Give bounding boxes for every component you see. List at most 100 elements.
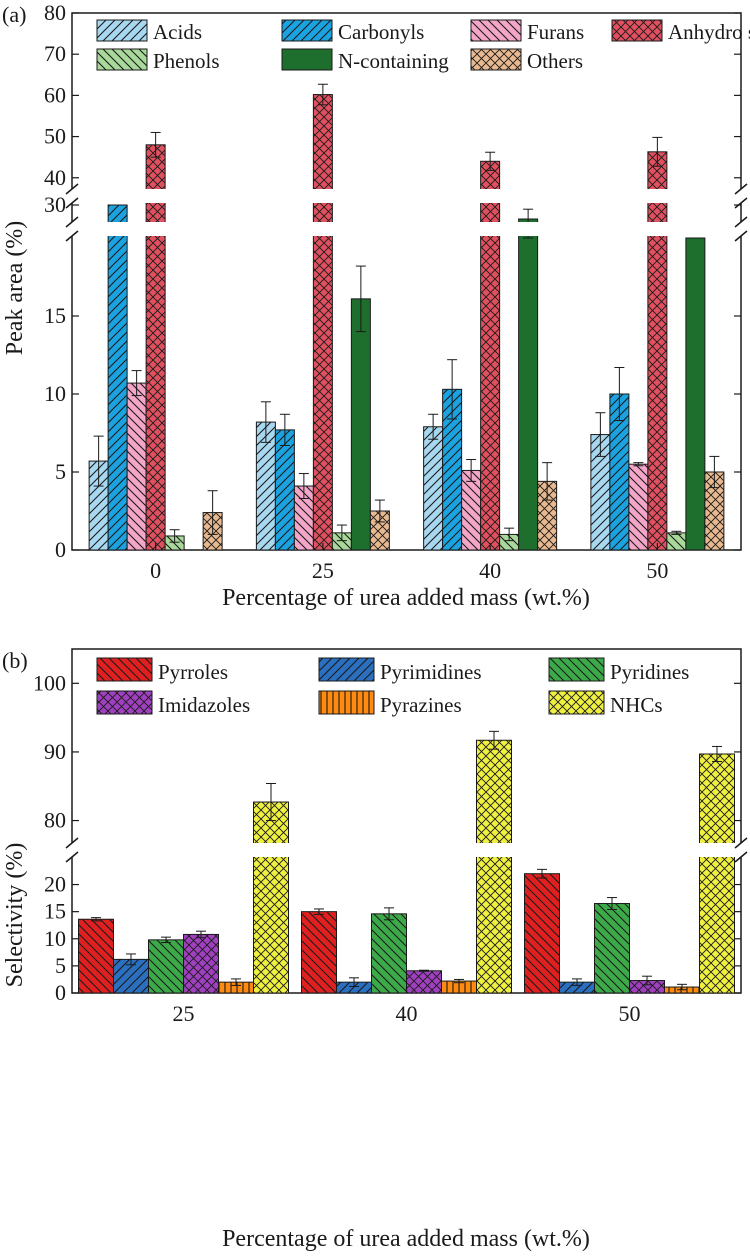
legend-item: Anhydro sugars: [611, 19, 750, 44]
y-tick-label: 30: [44, 192, 66, 217]
y-tick-label: 5: [55, 953, 66, 978]
bar-hatch: [594, 903, 630, 993]
error-bar: [485, 151, 496, 171]
error-bar: [652, 136, 663, 167]
bar-hatch: [666, 532, 686, 550]
bar-hatch: [647, 151, 667, 551]
error-bar: [260, 401, 271, 443]
legend-label: Anhydro sugars: [668, 20, 750, 44]
bar-hatch: [704, 472, 724, 550]
error-bar: [595, 412, 606, 457]
error-bar: [266, 782, 276, 822]
bar-n-containing: [350, 298, 371, 551]
bar-hatch: [275, 429, 295, 550]
y-tick-label: 0: [55, 980, 66, 1005]
x-tick-label: 0: [150, 558, 161, 583]
error-bar: [169, 529, 180, 543]
legend-label: Acids: [153, 20, 202, 44]
bar-hatch: [294, 486, 314, 550]
error-bar: [355, 265, 366, 333]
legend-label: Imidazoles: [158, 693, 250, 717]
bar-hatch: [371, 913, 407, 993]
y-tick-label: 20: [44, 872, 66, 897]
y-tick-label: 15: [44, 899, 66, 924]
bar-hatch: [537, 481, 557, 550]
y-tick-label: 50: [44, 124, 66, 149]
error-bar: [419, 969, 429, 972]
error-bar: [537, 868, 547, 879]
error-bar: [712, 745, 722, 763]
legend-swatch-hatch: [97, 20, 147, 41]
bar-hatch: [78, 919, 114, 993]
x-tick-label: 50: [646, 558, 668, 583]
bar-hatch: [218, 982, 254, 993]
bar-hatch: [559, 982, 595, 993]
bar-hatch: [146, 144, 166, 551]
bar-hatch: [476, 740, 512, 993]
bar-hatch: [148, 939, 184, 993]
legend-swatch-hatch: [471, 20, 521, 41]
error-bar: [91, 917, 101, 922]
axis-break-gap: [52, 189, 750, 203]
error-bar: [374, 499, 385, 523]
error-bar: [196, 930, 206, 939]
error-bar: [642, 975, 652, 986]
legend-label: Pyrimidines: [380, 660, 482, 684]
legend-item: Pyrazines: [318, 690, 462, 717]
legend-label: Pyrroles: [158, 660, 228, 684]
y-tick-label: 10: [44, 926, 66, 951]
axis-break-mark: [65, 183, 748, 209]
legend-item: Acids: [96, 19, 202, 44]
bar-hatch: [165, 535, 185, 550]
error-bar: [671, 530, 682, 535]
bar-hatch: [332, 532, 352, 550]
error-bar: [572, 978, 582, 986]
y-tick-label: 100: [33, 670, 66, 695]
y-tick-label: 5: [55, 459, 66, 484]
bar-hatch: [253, 802, 289, 993]
legend-swatch-hatch: [97, 49, 147, 70]
legend-label: Furans: [527, 20, 584, 44]
x-tick-label: 40: [396, 1001, 418, 1026]
legend-item: NHCs: [548, 690, 663, 717]
legend-label: Pyridines: [610, 660, 689, 684]
legend-label: Others: [527, 49, 583, 73]
legend-label: N-containing: [338, 49, 449, 73]
panel-b: Selectivity (%) Percentage of urea added…: [2, 648, 750, 1252]
bar-n-containing: [518, 218, 539, 551]
bar-hatch: [127, 383, 147, 550]
bar-hatch: [441, 981, 477, 993]
y-axis-label: Peak area (%): [2, 221, 28, 356]
legend-item: N-containing: [281, 48, 449, 73]
y-tick-label: 0: [55, 537, 66, 562]
bar-n-containing: [685, 237, 706, 551]
bar-hatch: [370, 511, 390, 550]
error-bar: [231, 978, 241, 986]
legend-item: Pyrroles: [96, 657, 228, 684]
legend-item: Pyrimidines: [318, 657, 482, 684]
axis-break-mark: [65, 837, 748, 863]
legend: Pyrroles Pyrimidines Pyridines Imidazoles Py…: [96, 657, 689, 717]
error-bar: [126, 953, 136, 966]
error-bar: [349, 977, 359, 987]
error-bar: [447, 359, 458, 420]
legend-swatch-hatch: [97, 691, 152, 714]
bar-hatch: [256, 422, 276, 550]
axis-break-gap: [52, 222, 750, 236]
bar-hatch: [442, 389, 462, 550]
y-tick-label: 60: [44, 82, 66, 107]
plot-frame: [71, 12, 742, 551]
bar-hatch: [406, 970, 442, 993]
bar-hatch: [629, 980, 665, 993]
bar-hatch: [108, 205, 128, 550]
error-bar: [633, 462, 644, 467]
error-bar: [614, 366, 625, 422]
y-tick-label: 80: [44, 0, 66, 25]
legend-label: Phenols: [153, 49, 220, 73]
legend-item: Carbonyls: [281, 19, 424, 44]
axis-break-mark: [65, 216, 748, 242]
y-tick-label: 15: [44, 303, 66, 328]
